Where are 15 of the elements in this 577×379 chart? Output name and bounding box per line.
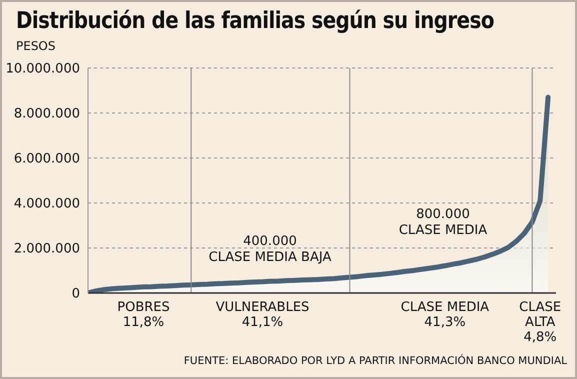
chart-title: Distribución de las familias según su ingreso xyxy=(16,8,494,34)
y-tick-label: 4.000.000 xyxy=(14,196,80,212)
y-tick-label: 0 xyxy=(72,286,80,302)
x-tick-label: CLASE ALTA 4,8% xyxy=(519,300,562,345)
annotation: 400.000 CLASE MEDIA BAJA xyxy=(208,234,332,266)
annotation: 800.000 CLASE MEDIA xyxy=(398,207,488,239)
source-note: FUENTE: ELABORADO POR LYD A PARTIR INFORMACIÓN BANCO MUNDIAL xyxy=(184,355,567,367)
y-axis-title: PESOS xyxy=(16,39,56,53)
y-tick-label: 2.000.000 xyxy=(14,242,80,257)
x-tick-label: CLASE MEDIA 41,3% xyxy=(400,300,490,330)
x-tick-label: POBRES 11,8% xyxy=(117,300,170,330)
y-tick-label: 6.000.000 xyxy=(14,152,80,167)
x-tick-label: VULNERABLES 41,1% xyxy=(216,300,310,330)
y-tick-label: 8.000.000 xyxy=(14,106,80,122)
y-tick-label: 10.000.000 xyxy=(6,62,80,77)
